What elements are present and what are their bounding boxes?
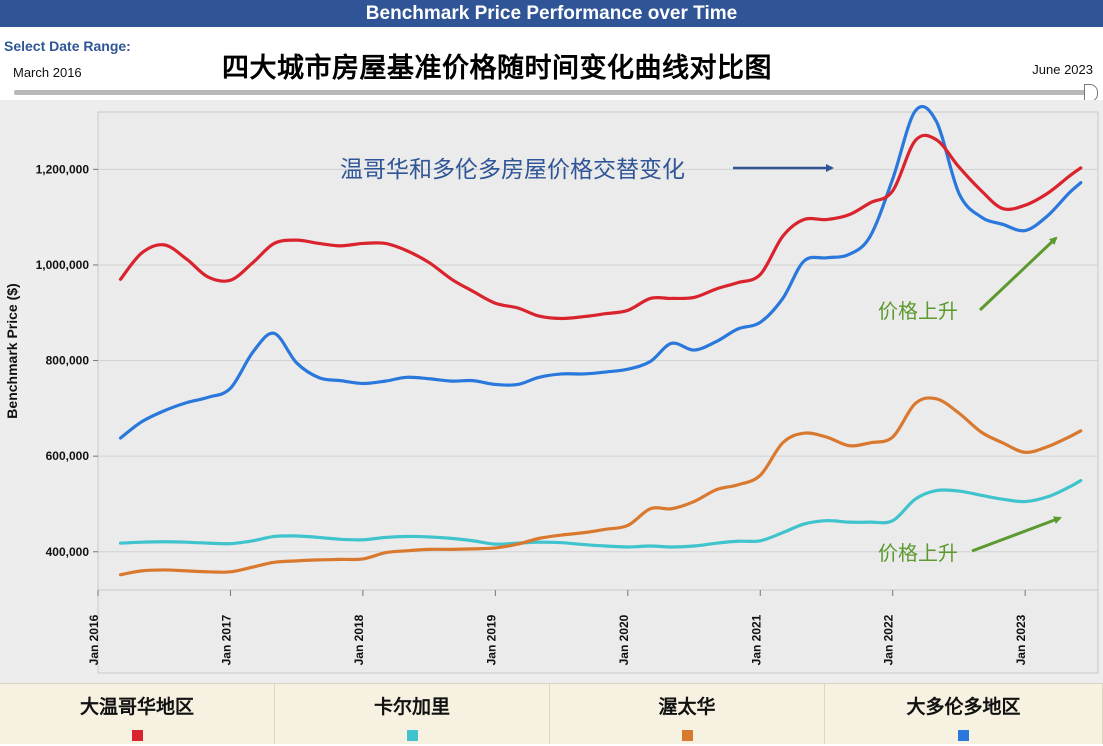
- price-line-chart: 400,000 600,000 800,000 1,000,000 1,200,000 B…: [0, 100, 1103, 683]
- y-tick-label: 600,000: [46, 449, 90, 463]
- y-tick-label: 1,000,000: [36, 258, 90, 272]
- date-range-start: March 2016: [13, 65, 82, 80]
- y-tick-label: 400,000: [46, 545, 90, 559]
- series-line-ottawa: [118, 396, 1083, 577]
- blank-patch: [815, 42, 893, 84]
- date-range-slider-track[interactable]: [14, 90, 1088, 95]
- legend-swatch: [406, 730, 418, 741]
- legend-item-vancouver[interactable]: 大温哥华地区: [0, 684, 275, 744]
- blank-patch: [945, 30, 1043, 56]
- legend-swatch: [131, 730, 143, 741]
- y-tick-label: 800,000: [46, 354, 90, 368]
- x-tick-label: Jan 2017: [219, 614, 233, 665]
- legend-label: 大多伦多地区: [906, 697, 1021, 718]
- annotation-swap-text: 温哥华和多伦多房屋价格交替变化: [340, 157, 685, 183]
- x-tick-label: Jan 2020: [617, 614, 631, 665]
- annotation-rise-text-lower: 价格上升: [878, 541, 958, 565]
- legend-label: 卡尔加里: [373, 697, 450, 718]
- legend-label: 渥太华: [658, 697, 716, 718]
- legend-item-toronto[interactable]: 大多伦多地区: [825, 684, 1103, 744]
- annotation-rise-text-upper: 价格上升: [878, 299, 958, 323]
- legend-label: 大温哥华地区: [79, 697, 194, 718]
- series-line-calgary: [118, 478, 1083, 549]
- x-tick-label: Jan 2018: [352, 614, 366, 665]
- series-line-toronto: [118, 104, 1083, 440]
- x-tick-label: Jan 2019: [484, 614, 498, 665]
- legend: 大温哥华地区 卡尔加里 渥太华 大多伦多地区: [0, 683, 1103, 744]
- x-axis-band: [97, 589, 1099, 674]
- legend-swatch: [958, 730, 969, 741]
- legend-item-ottawa[interactable]: 渥太华: [550, 684, 825, 744]
- x-tick-label: Jan 2022: [882, 614, 896, 665]
- x-tick-label: Jan 2016: [87, 614, 101, 665]
- x-tick-label: Jan 2023: [1014, 614, 1028, 665]
- dashboard-title-bar: Benchmark Price Performance over Time: [0, 0, 1103, 27]
- legend-item-calgary[interactable]: 卡尔加里: [275, 684, 550, 744]
- chinese-chart-title: 四大城市房屋基准价格随时间变化曲线对比图: [222, 53, 772, 83]
- legend-swatch: [681, 730, 693, 741]
- date-range-label: Select Date Range:: [4, 38, 131, 54]
- series-line-vancouver: [118, 133, 1083, 321]
- y-axis-title: Benchmark Price ($): [4, 283, 20, 418]
- dashboard-title: Benchmark Price Performance over Time: [365, 3, 738, 24]
- x-tick-label: Jan 2021: [749, 614, 763, 665]
- y-tick-label: 1,200,000: [36, 162, 90, 176]
- date-range-end: June 2023: [1032, 62, 1093, 77]
- annotation-rise-arrow-upper: [978, 236, 1058, 312]
- plot-area: [97, 111, 1099, 591]
- annotation-rise-arrow-lower: [971, 516, 1062, 553]
